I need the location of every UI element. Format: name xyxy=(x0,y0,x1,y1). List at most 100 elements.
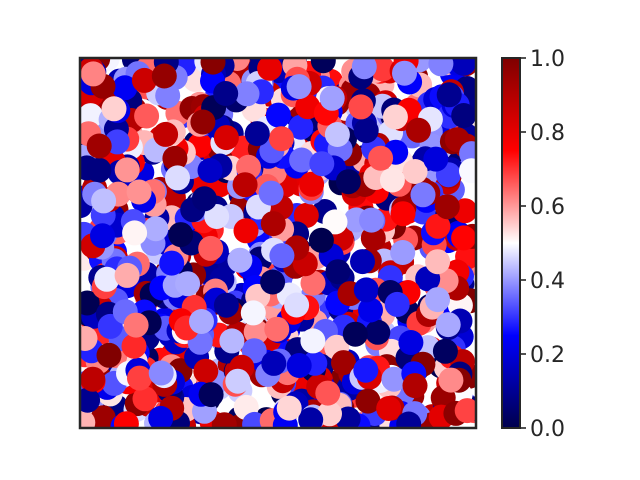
scatter-point xyxy=(459,158,476,184)
scatter-point xyxy=(432,338,458,364)
colorbar-gradient xyxy=(502,58,520,428)
scatter-point xyxy=(268,126,294,152)
scatter-point xyxy=(127,365,152,391)
scatter-point xyxy=(80,326,98,351)
scatter-point xyxy=(80,387,101,413)
colorbar: 0.0 0.2 0.4 0.6 0.8 1.0 xyxy=(501,47,565,442)
scatter-point xyxy=(451,58,476,76)
scatter-point xyxy=(300,328,326,354)
scatter-point xyxy=(289,147,315,173)
scatter-point xyxy=(410,182,436,208)
scatter-point xyxy=(234,81,260,107)
scatter-point xyxy=(123,312,149,338)
scatter-point xyxy=(213,292,239,318)
scatter-point xyxy=(309,151,335,177)
scatter-point xyxy=(94,266,120,292)
scatter-point xyxy=(197,158,223,183)
colorbar-tick-label: 0.8 xyxy=(530,121,565,146)
scatter-point xyxy=(335,406,361,428)
scatter-point xyxy=(101,96,127,122)
scatter-point xyxy=(114,262,140,288)
scatter-point xyxy=(390,240,416,265)
scatter-point xyxy=(198,382,224,408)
scatter-point xyxy=(384,291,410,317)
scatter-point xyxy=(310,58,336,74)
scatter-point xyxy=(342,321,368,347)
scatter-point xyxy=(151,63,177,89)
scatter-point xyxy=(360,225,386,251)
colorbar-tick-label: 0.0 xyxy=(530,417,565,442)
scatter-point xyxy=(454,398,476,424)
scatter-point xyxy=(299,171,325,197)
scatter-point xyxy=(261,350,287,376)
scatter-point xyxy=(351,58,377,80)
scatter-point xyxy=(355,388,381,414)
scatter-point xyxy=(286,74,312,100)
scatter-point xyxy=(204,204,230,229)
scatter-point xyxy=(331,350,356,376)
colorbar-ticks: 0.0 0.2 0.4 0.6 0.8 1.0 xyxy=(520,47,565,442)
scatter-point xyxy=(168,222,194,248)
scatter-point xyxy=(126,179,152,205)
scatter-point xyxy=(451,103,476,128)
scatter-point xyxy=(143,216,169,242)
scatter-point xyxy=(131,67,157,93)
scatter-point xyxy=(300,270,326,296)
scatter-point xyxy=(269,243,295,269)
scatter-point xyxy=(353,118,379,144)
scatter-point xyxy=(257,58,283,81)
scatter-point xyxy=(276,395,302,421)
scatter-point xyxy=(200,58,226,75)
scatter-point xyxy=(114,157,140,183)
scatter-point xyxy=(335,169,361,195)
scatter-point xyxy=(113,411,139,428)
scatter-point xyxy=(428,58,454,77)
scatter-point xyxy=(376,396,402,421)
scatter-point xyxy=(122,220,148,246)
scatter-point xyxy=(358,297,383,323)
scatter-point xyxy=(243,319,269,345)
scatter-point xyxy=(402,159,428,184)
scatter-point xyxy=(425,249,451,275)
scatter-point xyxy=(379,167,405,193)
scatter-point xyxy=(315,380,341,406)
scatter-point xyxy=(435,312,461,338)
scatter-point xyxy=(225,368,251,394)
scatter-point xyxy=(359,207,384,233)
scatter-point xyxy=(298,407,324,428)
scatter-point xyxy=(382,104,408,130)
scatter-point xyxy=(193,358,219,384)
scatter-point xyxy=(258,180,284,206)
scatter-point xyxy=(425,287,451,313)
scatter-point xyxy=(392,60,417,86)
scatter-point xyxy=(80,410,96,428)
scatter-point xyxy=(148,360,174,386)
scatter-point xyxy=(90,405,116,428)
scatter-point xyxy=(233,218,259,244)
scatter-point xyxy=(86,133,112,159)
scatter-point xyxy=(381,366,407,392)
scatter-point xyxy=(90,223,115,249)
scatter-point xyxy=(398,330,424,355)
scatter-point xyxy=(153,121,179,147)
scatter-points xyxy=(80,58,476,428)
scatter-point xyxy=(232,172,258,198)
scatter-point xyxy=(308,227,334,253)
scatter-point xyxy=(134,103,160,129)
scatter-point xyxy=(219,328,245,354)
scatter-point xyxy=(284,292,310,318)
scatter-point xyxy=(350,249,375,275)
scatter-point xyxy=(322,209,348,235)
scatter-point xyxy=(198,235,224,261)
scatter-point xyxy=(112,75,138,101)
scatter-point xyxy=(227,247,253,273)
scatter-point xyxy=(265,102,291,128)
scatter-point xyxy=(175,271,201,297)
scatter-point xyxy=(260,269,286,295)
scatter-point xyxy=(325,259,351,285)
scatter-point xyxy=(148,405,174,428)
scatter-point xyxy=(155,83,181,109)
scatter-point xyxy=(213,125,239,151)
scatter-point xyxy=(162,145,188,171)
